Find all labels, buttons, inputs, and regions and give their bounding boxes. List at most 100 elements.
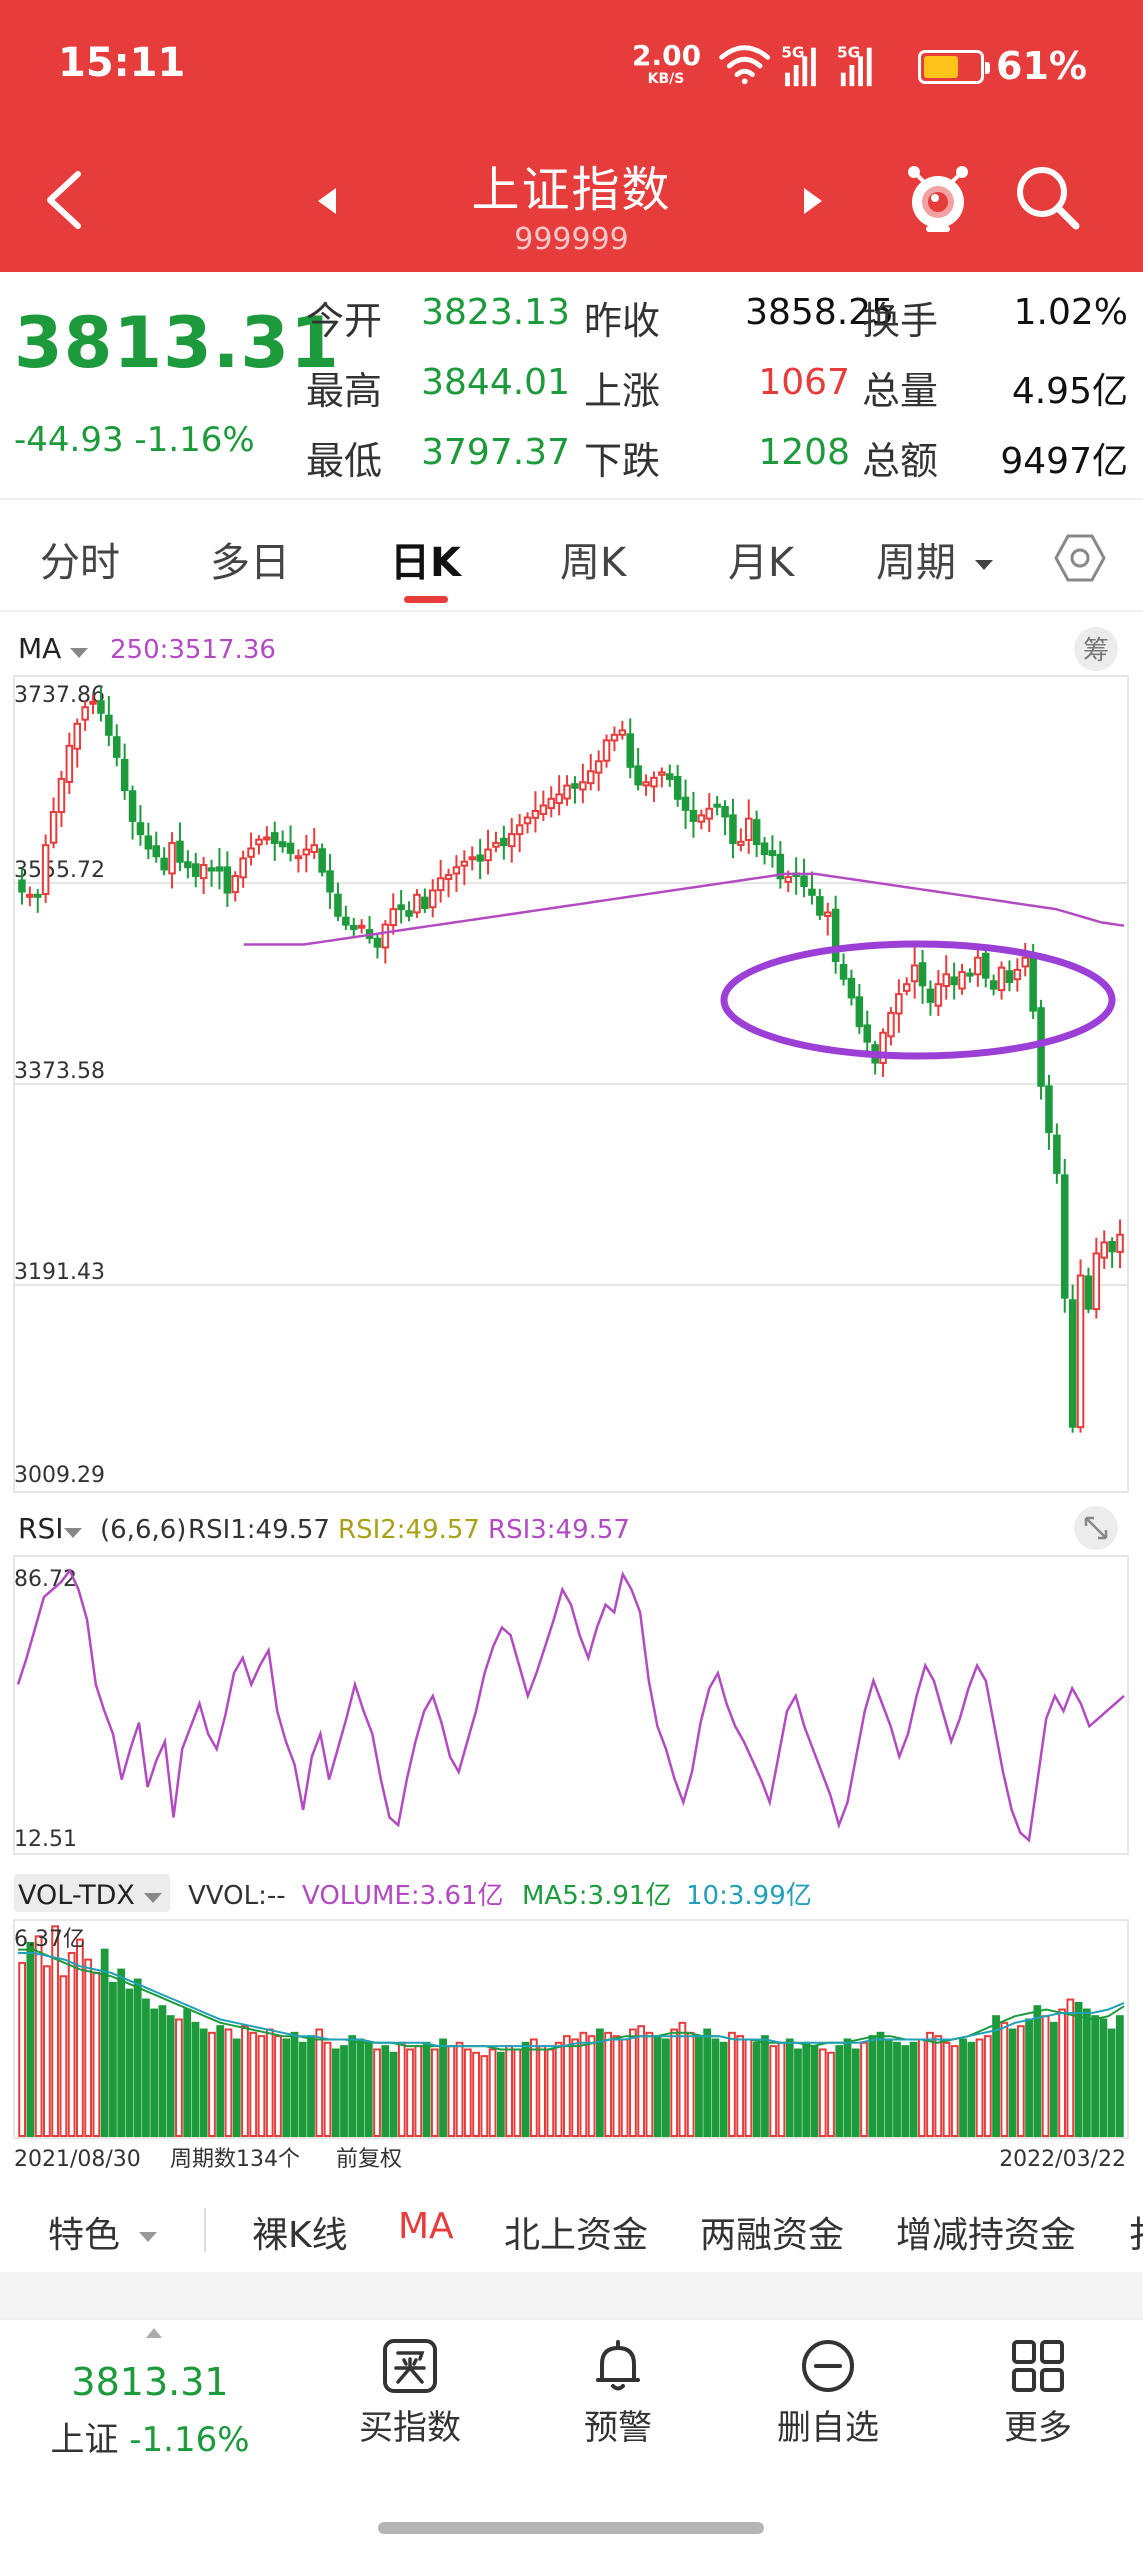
volume-bar	[653, 2035, 662, 2137]
label-decliners: 下跌	[584, 439, 661, 483]
volume-bar	[785, 2038, 794, 2138]
chips-button[interactable]: 筹	[1074, 627, 1118, 671]
volume-bar	[637, 2025, 646, 2138]
value-low: 3797.37	[421, 432, 570, 473]
candle-body	[586, 770, 595, 785]
volume-bar	[1000, 2021, 1009, 2138]
candle-body	[413, 893, 421, 914]
tab-daily-k[interactable]: 日K	[390, 540, 461, 586]
kline-y-tick: 3191.43	[14, 1260, 105, 1285]
volume-bar	[595, 2028, 604, 2137]
buy-index-button[interactable]: 买指数	[320, 2338, 500, 2478]
value-decliners: 1208	[758, 432, 850, 473]
volume-bar	[579, 2031, 588, 2137]
price-change-value: -44.93	[14, 420, 124, 460]
candle-body	[484, 848, 492, 862]
rsi-params: (6,6,6)	[100, 1515, 186, 1545]
candle-body	[105, 714, 113, 736]
ma250-readout: 250:3517.36	[110, 635, 276, 665]
candle-body	[642, 781, 650, 787]
feature-northbound[interactable]: 北上资金	[504, 2215, 649, 2256]
chevron-down-icon	[64, 1528, 82, 1538]
section-separator	[0, 2272, 1143, 2318]
volume-bar	[1008, 2028, 1017, 2137]
page-title: 上证指数	[471, 162, 672, 218]
candle-body	[26, 893, 34, 898]
candle-body	[1005, 970, 1014, 984]
volume-bar	[893, 2041, 901, 2138]
candle-body	[500, 837, 508, 847]
status-bar: 15:11 2.00 KB/S 5G 5G	[0, 0, 1143, 130]
next-stock-arrow-icon[interactable]	[798, 184, 828, 218]
candle-body	[966, 972, 974, 977]
candle-body	[1108, 1241, 1116, 1253]
alert-button[interactable]: 预警	[528, 2338, 708, 2478]
volume-bar	[554, 2041, 563, 2138]
volume-bar	[612, 2035, 621, 2137]
feature-holdings-change[interactable]: 增减持资金	[896, 2215, 1077, 2256]
candle-body	[81, 706, 89, 721]
back-arrow-icon[interactable]	[30, 160, 100, 240]
volume-bar	[158, 2005, 167, 2138]
feature-naked-k[interactable]: 裸K线	[252, 2215, 348, 2256]
tab-monthly-k[interactable]: 月K	[728, 540, 795, 586]
expand-icon[interactable]	[1074, 1506, 1118, 1550]
mascot-icon[interactable]	[900, 160, 976, 236]
volume-bar	[364, 2041, 373, 2138]
tab-period[interactable]: 周期	[876, 530, 995, 588]
ma-selector[interactable]: MA	[18, 632, 88, 665]
tab-period-label: 周期	[876, 540, 956, 586]
remove-watchlist-label: 删自选	[777, 2408, 879, 2448]
candle-body	[515, 824, 524, 836]
candle-body	[73, 722, 82, 750]
tab-multi-day[interactable]: 多日	[210, 540, 290, 586]
volume-bar	[241, 2025, 249, 2138]
volume-bar	[802, 2041, 811, 2138]
candle-body	[160, 857, 168, 871]
battery-percent: 61%	[996, 44, 1087, 88]
settings-icon[interactable]	[1052, 530, 1108, 586]
status-time: 15:11	[58, 40, 186, 86]
volume-bar	[703, 2028, 712, 2137]
feature-margin[interactable]: 两融资金	[700, 2215, 845, 2256]
candle-body	[89, 700, 97, 705]
candle-body	[18, 879, 26, 893]
candle-body	[176, 840, 184, 863]
remove-watchlist-button[interactable]: 删自选	[738, 2338, 918, 2478]
label-advancers: 上涨	[584, 369, 661, 413]
vol-ma5-line	[18, 1948, 1125, 2051]
prev-stock-arrow-icon[interactable]	[312, 184, 342, 218]
candle-body	[863, 1024, 872, 1043]
volume-bar	[678, 2021, 687, 2138]
rsi-frame	[13, 1555, 1129, 1855]
search-icon[interactable]	[1010, 160, 1084, 234]
candle-body	[49, 811, 58, 844]
rsi-selector[interactable]: RSI	[18, 1512, 82, 1545]
volume-bar	[620, 2038, 629, 2138]
kline-y-tick: 3009.29	[14, 1463, 105, 1488]
volume-bar	[1049, 2021, 1058, 2138]
feature-special[interactable]: 特色	[48, 2206, 159, 2258]
vol-ma5-readout: MA5:3.91亿	[522, 1881, 671, 1911]
volume-bar	[1066, 1998, 1075, 2137]
vol-selector[interactable]: VOL-TDX	[18, 1880, 162, 1911]
ma-indicator-label: MA	[18, 632, 61, 665]
candle-body	[555, 793, 563, 805]
volume-bar	[975, 2038, 984, 2138]
feature-ma[interactable]: MA	[398, 2206, 454, 2247]
candle-body	[539, 804, 548, 816]
candle-body	[215, 866, 224, 872]
kline-chart[interactable]: MA 250:3517.36 筹 3737.863555.723373.5831…	[0, 614, 1143, 2174]
feature-more-cut[interactable]: 扌	[1128, 2206, 1143, 2258]
more-button[interactable]: 更多	[948, 2338, 1128, 2478]
volume-bar	[917, 2038, 926, 2138]
tab-weekly-k[interactable]: 周K	[560, 540, 627, 586]
candle-body	[879, 1031, 887, 1064]
volume-bar	[290, 2031, 299, 2137]
candle-body	[705, 807, 714, 820]
tab-intraday[interactable]: 分时	[40, 540, 120, 586]
volume-bar	[472, 2051, 480, 2137]
candle-body	[721, 806, 729, 818]
candle-body	[579, 781, 587, 791]
volume-bar	[232, 2038, 241, 2138]
